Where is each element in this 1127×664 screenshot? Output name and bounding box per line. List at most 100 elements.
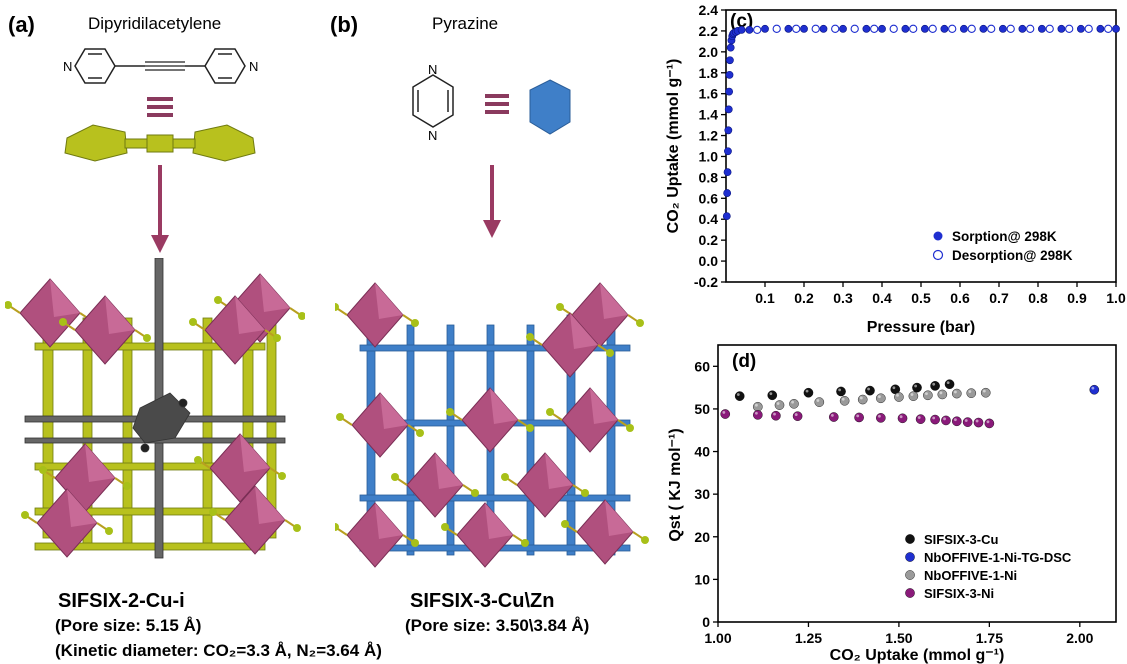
desorption-point <box>1026 24 1035 33</box>
sorption-point <box>1037 24 1046 33</box>
qst-point-series-3 <box>973 417 984 428</box>
legend-marker-d-0 <box>905 534 915 544</box>
pyrazine-hexagon-model <box>529 79 571 135</box>
qst-point-highlight <box>982 389 986 393</box>
d-xtick-label: 1.75 <box>976 630 1003 646</box>
d-ytick-label: 60 <box>694 358 710 374</box>
dipyridilacetylene-schematic: N N <box>63 48 258 253</box>
chart-d-x-axis: 1.00 1.25 1.50 1.75 2.00 <box>704 622 1094 646</box>
qst-point-highlight <box>755 411 758 415</box>
c-ytick-label: -0.2 <box>694 274 718 290</box>
qst-point-highlight <box>773 412 776 416</box>
qst-point-series-0 <box>734 391 745 401</box>
qst-point-series-2 <box>789 399 799 409</box>
pore-size-a: (Pore size: 5.15 Å) <box>55 616 202 635</box>
qst-point-highlight <box>856 414 860 418</box>
qst-point-highlight <box>917 416 921 419</box>
qst-point-series-2 <box>814 397 825 407</box>
desorption-point <box>987 24 996 33</box>
sorption-point <box>724 147 732 156</box>
qst-point-highlight <box>805 389 809 393</box>
qst-point-highlight <box>878 395 881 399</box>
qst-point-series-3 <box>753 410 763 420</box>
sorption-point <box>745 25 754 34</box>
qst-point-highlight <box>910 393 914 396</box>
desorption-point <box>1084 24 1093 33</box>
sorption-point <box>724 126 733 135</box>
c-xtick-label: 0.6 <box>950 290 970 306</box>
chart-d-qst: (d) 1.00 1.25 1.50 1.75 2.00 0 10 20 30 40 50 60 C… <box>667 344 1117 664</box>
sorption-point <box>723 168 732 177</box>
legend-marker-sorption <box>933 231 943 241</box>
qst-point-series-2 <box>937 389 948 400</box>
chart-d-xlabel: CO₂ Uptake (mmol g⁻¹) <box>830 647 1005 664</box>
c-ytick-label: 2.0 <box>699 44 719 60</box>
legend-marker-d-1 <box>905 552 915 562</box>
c-ytick-label: 0.6 <box>699 190 719 206</box>
pore-size-b: (Pore size: 3.50\3.84 Å) <box>405 616 590 635</box>
legend-marker-desorption <box>932 249 944 261</box>
qst-point-series-2 <box>923 390 933 401</box>
qst-point-highlight <box>975 419 979 423</box>
c-ytick-label: 1.2 <box>699 128 719 144</box>
desorption-point <box>831 24 840 33</box>
d-ytick-label: 0 <box>702 614 710 630</box>
sorption-point <box>819 24 828 33</box>
equivalence-sign-a <box>147 97 173 117</box>
qst-point-highlight <box>859 396 863 400</box>
qst-point-series-2 <box>894 392 904 402</box>
qst-point-highlight <box>878 414 881 418</box>
qst-point-highlight <box>899 415 903 419</box>
qst-point-series-3 <box>771 410 781 421</box>
qst-point-series-2 <box>839 396 850 406</box>
desorption-point <box>1045 24 1054 33</box>
sifsix-2-cu-i-framework <box>5 258 305 559</box>
chart-d-legend: SIFSIX-3-Cu NbOFFIVE-1-Ni-TG-DSC NbOFFIVE-… <box>905 532 1072 601</box>
qst-point-highlight <box>946 381 950 385</box>
sorption-point <box>784 24 793 33</box>
c-ytick-label: 1.0 <box>699 148 719 164</box>
desorption-point <box>1006 24 1015 33</box>
sorption-point <box>839 24 847 33</box>
c-ytick-label: 1.4 <box>699 107 719 123</box>
sorption-point <box>724 105 733 114</box>
c-xtick-label: 0.9 <box>1067 290 1087 306</box>
qst-point-highlight <box>791 400 794 404</box>
sorption-point <box>862 24 871 33</box>
sorption-point <box>1076 24 1085 33</box>
qst-point-series-3 <box>962 417 973 427</box>
qst-point-highlight <box>943 417 946 421</box>
qst-point-highlight <box>939 391 943 395</box>
qst-point-highlight <box>968 390 972 393</box>
desorption-point <box>753 25 762 35</box>
sifsix-2-cu-i-name: SIFSIX-2-Cu-i <box>58 590 185 612</box>
qst-point-series-3 <box>951 416 962 427</box>
d-xtick-label: 1.00 <box>704 630 731 646</box>
qst-point-highlight <box>755 403 758 407</box>
qst-point-series-0 <box>912 382 922 393</box>
qst-point-series-0 <box>944 379 955 390</box>
triple-bond <box>145 61 185 71</box>
qst-point-highlight <box>896 393 899 397</box>
qst-point-highlight <box>932 416 936 420</box>
sorption-point <box>940 24 949 33</box>
sorption-point <box>998 24 1007 33</box>
qst-point-highlight <box>838 388 842 392</box>
chart-c-frame <box>725 9 1117 283</box>
qst-point-highlight <box>867 387 870 391</box>
sorption-point <box>920 24 929 33</box>
qst-point-series-3 <box>876 413 886 423</box>
c-xtick-label: 0.7 <box>989 290 1009 306</box>
pyridine-ring-right <box>185 48 246 84</box>
qst-point-highlight <box>925 392 928 396</box>
qst-point-highlight <box>776 402 780 405</box>
legend-label-d-3: SIFSIX-3-Ni <box>924 586 994 601</box>
qst-point-series-3 <box>897 413 908 424</box>
desorption-point <box>792 24 801 33</box>
d-xtick-label: 1.25 <box>795 630 822 646</box>
sorption-point <box>1096 24 1105 33</box>
equivalence-sign-b <box>485 94 509 114</box>
qst-point-highlight <box>964 419 968 422</box>
interpenetrated-net-a <box>24 258 286 559</box>
desorption-point <box>889 24 898 33</box>
